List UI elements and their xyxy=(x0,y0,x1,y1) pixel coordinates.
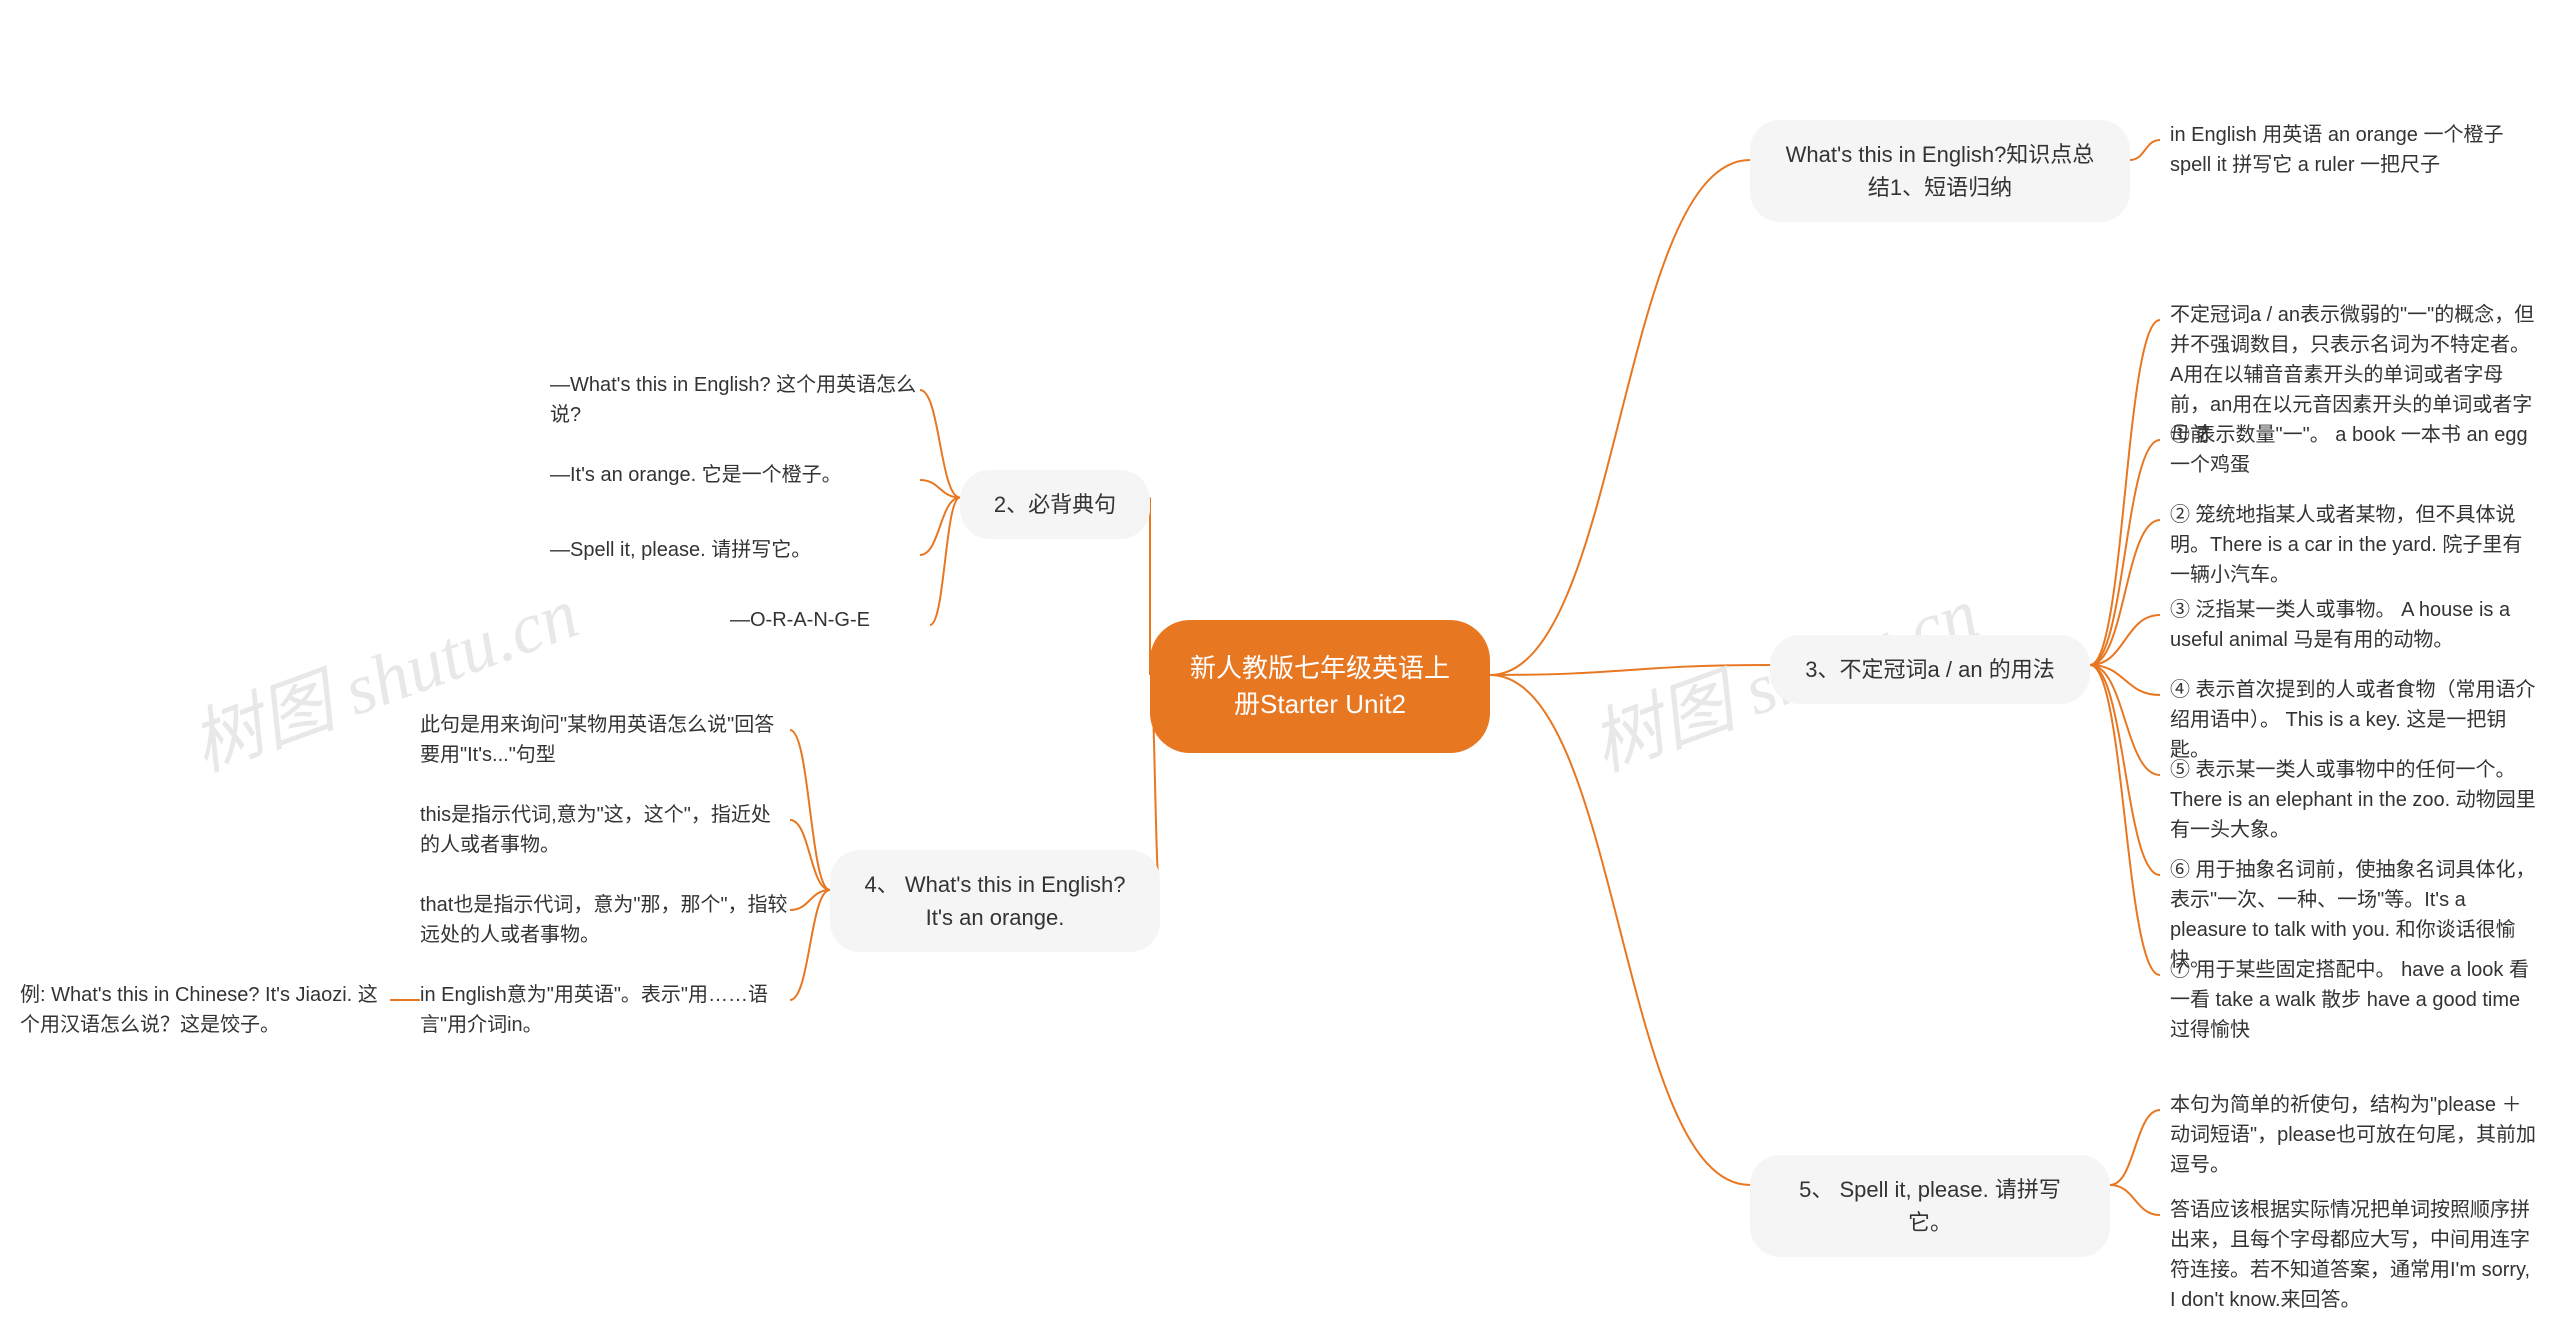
leaf-b3-7: ⑦ 用于某些固定搭配中。 have a look 看一看 take a walk… xyxy=(2170,955,2540,1045)
leaf-b5-0: 本句为简单的祈使句，结构为"please ＋动词短语"，please也可放在句尾… xyxy=(2170,1090,2540,1180)
leaf-b4-2: that也是指示代词，意为"那，那个"，指较远处的人或者事物。 xyxy=(420,890,790,950)
branch-b2: 2、必背典句 xyxy=(960,470,1150,539)
leaf-b5-1: 答语应该根据实际情况把单词按照顺序拼出来，且每个字母都应大写，中间用连字符连接。… xyxy=(2170,1195,2540,1315)
leaf-b2-3: —O-R-A-N-G-E xyxy=(730,605,930,635)
leaf-b2-1: —It's an orange. 它是一个橙子。 xyxy=(550,460,920,490)
leaf-b3-4: ④ 表示首次提到的人或者食物（常用语介绍用语中）。 This is a key.… xyxy=(2170,675,2540,765)
branch-b1: What's this in English?知识点总结1、短语归纳 xyxy=(1750,120,2130,222)
leaf-b3-1: ① 表示数量"一"。 a book 一本书 an egg 一个鸡蛋 xyxy=(2170,420,2540,480)
leaf-b4-0: 此句是用来询问"某物用英语怎么说"回答要用"It's..."句型 xyxy=(420,710,790,770)
leaf-b1-0: in English 用英语 an orange 一个橙子 spell it 拼… xyxy=(2170,120,2530,180)
leaf-b4-3: in English意为"用英语"。表示"用……语言"用介词in。 xyxy=(420,980,790,1040)
branch-b4: 4、 What's this in English? It's an orang… xyxy=(830,850,1160,952)
leaf-b3-5: ⑤ 表示某一类人或事物中的任何一个。 There is an elephant … xyxy=(2170,755,2540,845)
branch-b5: 5、 Spell it, please. 请拼写它。 xyxy=(1750,1155,2110,1257)
leaf-b2-0: —What's this in English? 这个用英语怎么说? xyxy=(550,370,920,430)
leaf-b3-2: ② 笼统地指某人或者某物，但不具体说明。There is a car in th… xyxy=(2170,500,2540,590)
leaf-b2-2: —Spell it, please. 请拼写它。 xyxy=(550,535,920,565)
center-node: 新人教版七年级英语上册Starter Unit2 xyxy=(1150,620,1490,753)
leaf-b4-1: this是指示代词,意为"这，这个"，指近处的人或者事物。 xyxy=(420,800,790,860)
branch-b3: 3、不定冠词a / an 的用法 xyxy=(1770,635,2090,704)
leaf-b3-3: ③ 泛指某一类人或事物。 A house is a useful animal … xyxy=(2170,595,2540,655)
leaf-b4-3-sub: 例: What's this in Chinese? It's Jiaozi. … xyxy=(20,980,390,1040)
